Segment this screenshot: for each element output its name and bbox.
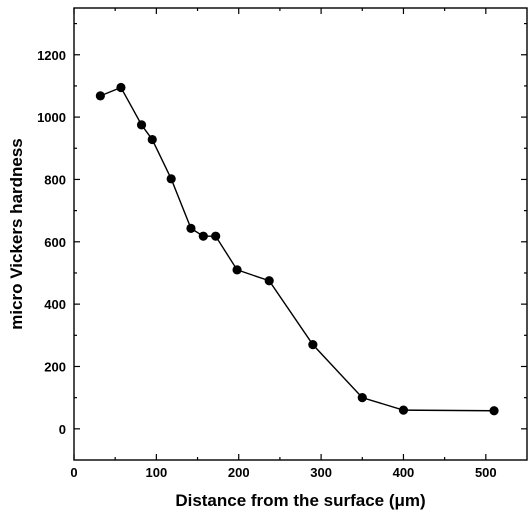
x-tick-label: 500 <box>475 465 497 480</box>
data-point <box>136 120 147 130</box>
y-tick-label: 400 <box>44 297 66 312</box>
data-point <box>357 393 367 403</box>
y-tick-label: 200 <box>44 359 66 374</box>
series-line <box>100 86 495 412</box>
y-tick-label: 800 <box>44 172 66 187</box>
data-point <box>211 231 221 241</box>
series-group <box>95 82 499 416</box>
x-tick-label: 0 <box>70 465 77 480</box>
plot-frame <box>73 7 528 461</box>
data-point <box>398 405 409 415</box>
data-point <box>166 174 176 184</box>
data-point <box>308 340 318 350</box>
y-tick-label: 600 <box>44 235 66 250</box>
x-tick-label: 200 <box>228 465 250 480</box>
x-tick-label: 300 <box>310 465 332 480</box>
y-axis-title: micro Vickers hardness <box>7 138 26 330</box>
data-point <box>264 276 274 286</box>
y-tick-label: 1200 <box>37 48 66 63</box>
x-axis-title: Distance from the surface (μm) <box>175 491 425 510</box>
data-point <box>489 406 499 416</box>
axis-ticks: 0 100 200 300 400 500 0 200 400 600 800 1000 1200 <box>37 8 527 480</box>
y-tick-label: 0 <box>59 422 66 437</box>
data-point <box>232 265 242 275</box>
y-tick-label: 1000 <box>37 110 66 125</box>
x-tick-label: 100 <box>146 465 168 480</box>
data-point <box>95 91 105 101</box>
data-point <box>147 134 157 145</box>
data-point <box>116 82 126 93</box>
data-point <box>186 223 196 233</box>
x-tick-label: 400 <box>393 465 415 480</box>
data-point <box>198 231 208 241</box>
